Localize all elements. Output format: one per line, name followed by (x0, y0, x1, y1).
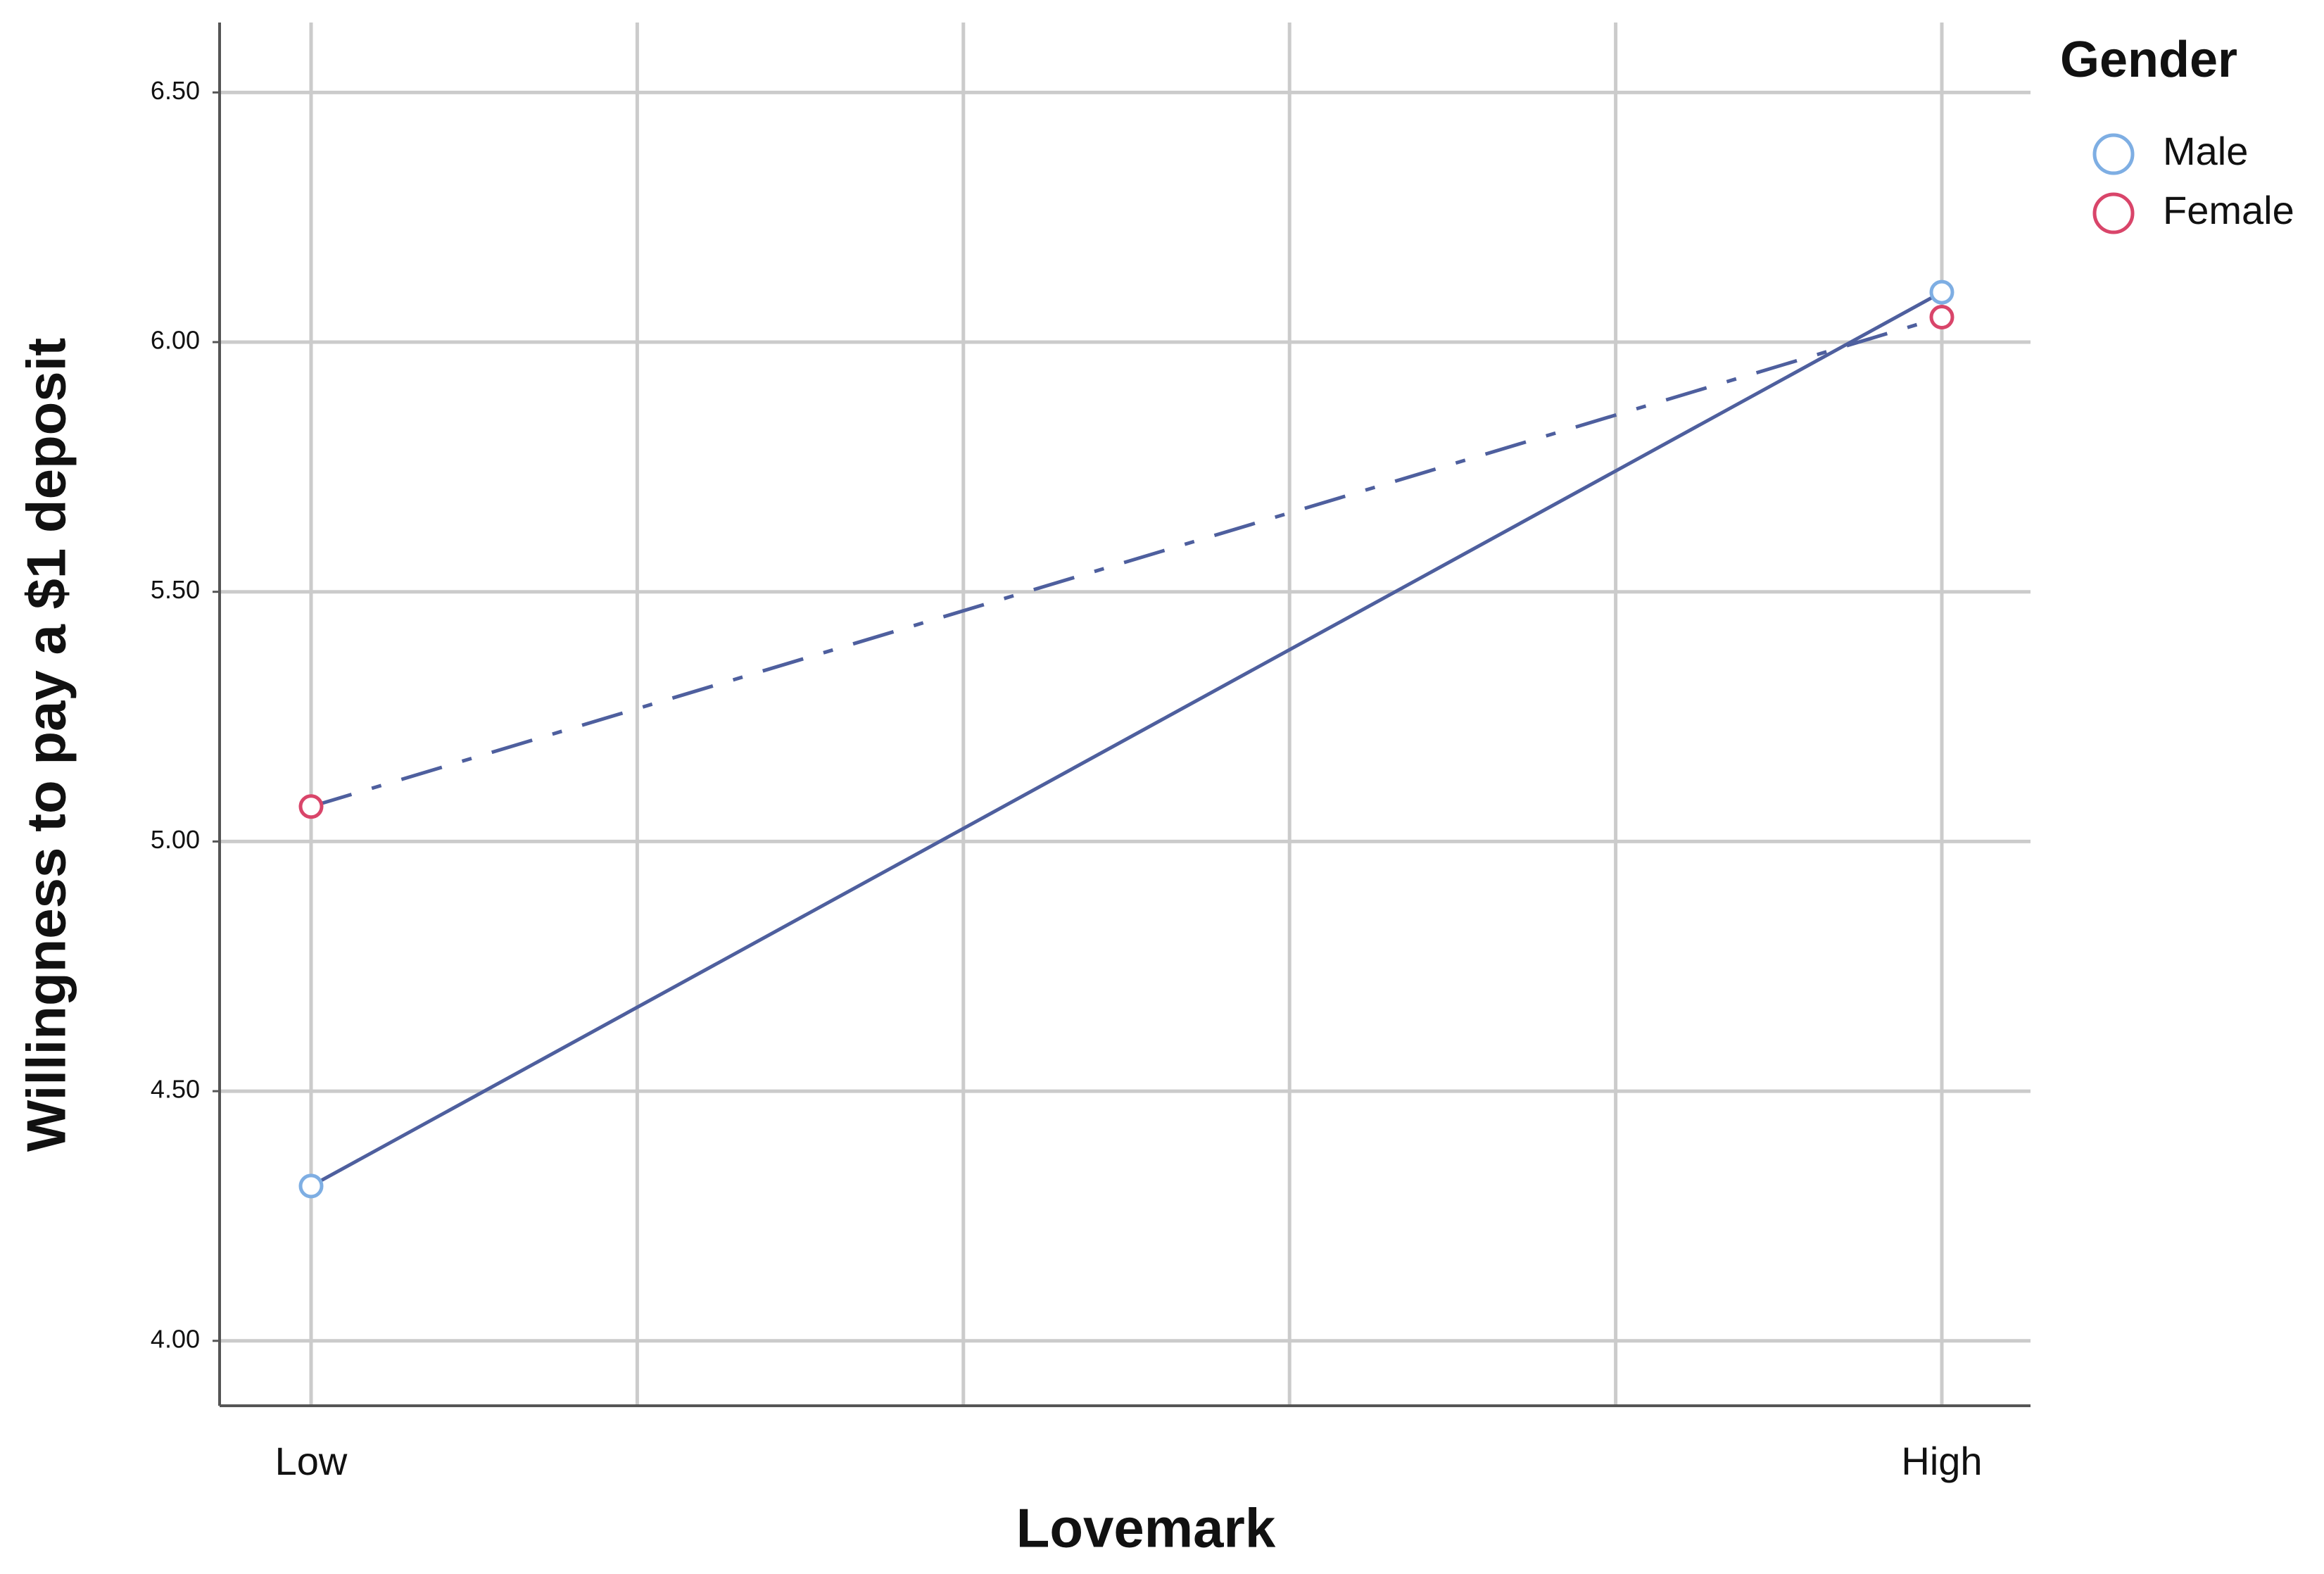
data-point (1929, 279, 1954, 305)
x-axis-title: Lovemark (1016, 1497, 1276, 1559)
legend-marker (2092, 192, 2135, 234)
x-tick-label: High (1901, 1439, 1982, 1483)
y-tick-label: 4.50 (151, 1075, 200, 1104)
series-line (310, 290, 1943, 1188)
data-point (298, 1173, 324, 1199)
y-tick-label: 6.00 (151, 326, 200, 355)
y-axis-title: Willingness to pay a $1 deposit (15, 338, 77, 1152)
data-point (1929, 305, 1954, 330)
legend-marker (2092, 133, 2135, 175)
x-tick-label: Low (275, 1439, 348, 1483)
y-tick-label: 6.50 (151, 76, 200, 105)
series-line (310, 315, 1943, 809)
data-point (298, 794, 324, 819)
y-tick-label: 5.50 (151, 575, 200, 604)
y-tick-label: 4.00 (151, 1324, 200, 1353)
legend-label: Male (2163, 129, 2248, 173)
legend-title: Gender (2060, 32, 2237, 88)
legend-label: Female (2163, 188, 2294, 232)
y-tick-label: 5.00 (151, 825, 200, 854)
